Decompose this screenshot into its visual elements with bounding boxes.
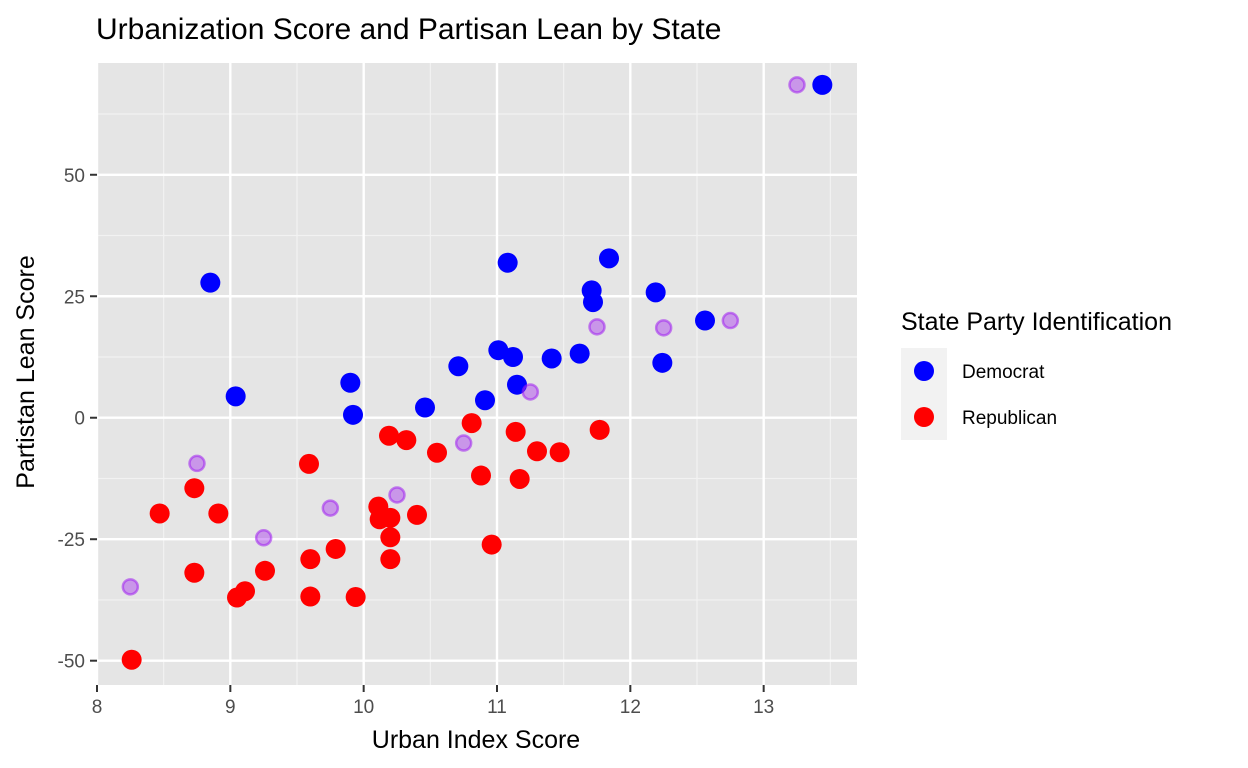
democrat-point <box>645 282 666 303</box>
overlay-point <box>388 486 406 504</box>
democrat-point <box>583 292 603 313</box>
democrat-point <box>497 252 518 273</box>
republican-point <box>325 538 346 559</box>
republican-point <box>300 586 321 607</box>
x-tick-label: 9 <box>225 697 236 718</box>
y-tick-label: 50 <box>64 166 85 187</box>
axes: 8 9 10 11 12 13 -50 -25 0 25 50 <box>58 166 775 718</box>
republican-point <box>396 430 417 451</box>
overlay-point <box>321 499 340 517</box>
legend-key-marker <box>914 361 934 381</box>
democrat-point <box>448 356 469 377</box>
democrat-point <box>652 352 673 373</box>
democrat-point <box>812 74 833 95</box>
democrat-point <box>343 404 363 425</box>
y-tick-label: -50 <box>58 652 85 673</box>
overlay-point <box>788 76 806 94</box>
republican-point <box>527 441 547 462</box>
democrat-point <box>225 386 246 407</box>
democrat-point <box>415 397 435 418</box>
republican-point <box>481 534 502 555</box>
republican-point <box>407 504 427 525</box>
democrat-point <box>695 310 715 331</box>
legend: State Party Identification Democrat Repub… <box>901 308 1172 440</box>
republican-point <box>345 587 366 608</box>
overlay-point <box>254 529 273 547</box>
y-tick-label: -25 <box>58 530 85 551</box>
democrat-point <box>503 346 523 367</box>
republican-point <box>471 465 491 486</box>
republican-point <box>380 527 401 548</box>
democrat-point <box>340 372 361 393</box>
republican-point <box>461 413 482 434</box>
y-axis-title: Partistan Lean Score <box>12 255 40 488</box>
democrat-point <box>200 272 221 293</box>
republican-point <box>380 507 401 528</box>
legend-label: Republican <box>962 408 1057 429</box>
democrat-point <box>475 390 495 411</box>
x-axis-title: Urban Index Score <box>372 726 580 754</box>
legend-label: Democrat <box>962 362 1045 383</box>
republican-point <box>509 468 530 489</box>
grid-lines <box>95 63 857 685</box>
republican-point <box>184 478 205 499</box>
republican-point <box>255 560 275 581</box>
overlay-point <box>721 311 740 330</box>
x-tick-label: 8 <box>92 697 103 718</box>
overlay-point <box>454 434 473 452</box>
y-tick-label: 0 <box>74 409 85 430</box>
overlay-point <box>588 318 606 336</box>
overlay-point <box>188 454 206 473</box>
x-tick-label: 13 <box>753 697 774 718</box>
x-tick-label: 12 <box>620 697 641 718</box>
legend-title: State Party Identification <box>901 308 1172 336</box>
x-tick-label: 10 <box>353 697 374 718</box>
republican-point <box>427 442 447 463</box>
y-tick-label: 25 <box>64 287 85 308</box>
democrat-point <box>569 343 590 364</box>
chart-title: Urbanization Score and Partisan Lean by … <box>96 13 721 46</box>
republican-point <box>380 549 401 570</box>
overlay-point <box>521 383 540 401</box>
legend-key-marker <box>914 407 934 427</box>
republican-point <box>505 421 526 442</box>
republican-point <box>184 562 205 583</box>
plot-panel <box>97 63 857 685</box>
republican-point <box>549 442 570 463</box>
republican-point <box>235 581 255 602</box>
overlay-point <box>654 319 673 337</box>
republican-point <box>208 503 229 524</box>
democrat-point <box>541 348 562 369</box>
republican-point <box>299 453 319 474</box>
overlay-point <box>121 578 140 596</box>
data-points <box>121 74 833 670</box>
x-tick-label: 11 <box>487 697 507 718</box>
republican-point <box>379 425 399 446</box>
republican-point <box>121 649 142 670</box>
republican-point <box>589 419 610 440</box>
republican-point <box>300 549 321 570</box>
republican-point <box>149 503 170 524</box>
democrat-point <box>599 248 619 269</box>
